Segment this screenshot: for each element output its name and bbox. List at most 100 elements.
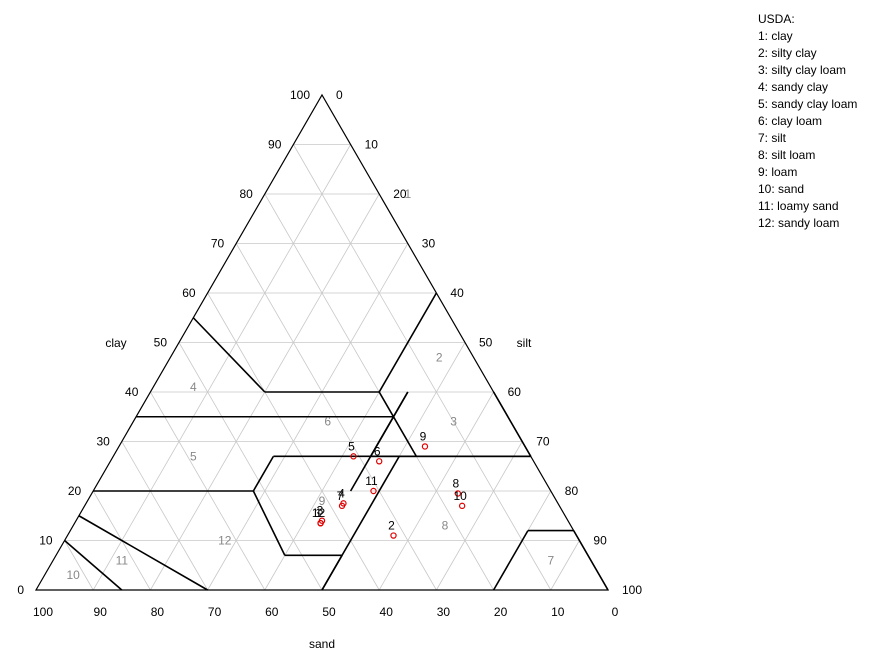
clay-tick-label: 20 — [68, 484, 82, 498]
boundary-segment — [369, 391, 409, 457]
clay-tick-label: 10 — [39, 534, 53, 548]
silt-tick-label: 50 — [479, 336, 493, 350]
legend-item: 1: clay — [758, 29, 793, 43]
clay-tick-label: 0 — [17, 583, 24, 597]
legend-item: 9: loam — [758, 165, 798, 179]
region-label: 7 — [547, 553, 554, 567]
data-point — [350, 453, 357, 460]
legend-item: 12: sandy loam — [758, 216, 840, 230]
data-point-label: 3 — [317, 504, 324, 518]
region-label: 9 — [319, 494, 326, 508]
sand-tick-label: 40 — [380, 605, 394, 619]
data-point-label: 9 — [420, 429, 427, 443]
data-point — [458, 502, 466, 510]
sand-tick-label: 80 — [151, 605, 165, 619]
legend-item: 8: silt loam — [758, 148, 816, 162]
region-label: 2 — [436, 350, 443, 364]
legend-title: USDA: — [758, 12, 795, 26]
region-label: 1 — [404, 187, 411, 201]
silt-tick-label: 20 — [393, 187, 407, 201]
region-label: 4 — [190, 380, 197, 394]
silt-tick-label: 70 — [536, 435, 550, 449]
sand-tick-label: 30 — [437, 605, 451, 619]
boundary-segment — [492, 530, 529, 591]
legend-item: 10: sand — [758, 182, 805, 196]
grid-line-sand-90 — [293, 144, 552, 591]
legend-item: 4: sandy clay — [758, 80, 829, 94]
silt-tick-label: 10 — [365, 138, 379, 152]
sand-tick-label: 0 — [612, 605, 619, 619]
silt-tick-label: 100 — [622, 583, 642, 597]
data-point-label: 4 — [338, 486, 345, 500]
clay-tick-label: 30 — [96, 435, 110, 449]
legend-item: 5: sandy clay loam — [758, 97, 858, 111]
boundary-segment — [78, 515, 208, 591]
grid-line-sand-30 — [121, 441, 208, 591]
data-point — [370, 487, 377, 495]
legend-items: 1: clay 2: silty clay 3: silty clay loam 4:… — [758, 28, 857, 232]
clay-tick-label: 70 — [211, 237, 225, 251]
region-label: 10 — [67, 568, 81, 582]
grid-line-silt-10 — [92, 144, 351, 591]
sand-tick-label: 70 — [208, 605, 222, 619]
silt-tick-label: 0 — [336, 88, 343, 102]
region-label: 11 — [116, 553, 129, 567]
boundary-segment — [321, 455, 400, 591]
data-point-label: 2 — [388, 519, 395, 533]
legend-item: 7: silt — [758, 131, 787, 145]
silt-axis-label: silt — [517, 336, 532, 350]
data-point-label: 6 — [374, 444, 381, 458]
grid-line-sand-50 — [178, 342, 323, 591]
data-point-label: 1 — [315, 506, 322, 520]
boundary-segment — [378, 391, 418, 457]
grid-line-silt-70 — [436, 441, 523, 591]
region-label: 3 — [450, 415, 457, 429]
data-point-label: 7 — [337, 489, 344, 503]
silt-tick-label: 40 — [450, 286, 464, 300]
legend: USDA: 1: clay 2: silty clay 3: silty clay … — [758, 11, 857, 232]
data-point-label: 8 — [453, 476, 460, 490]
clay-axis-label: clay — [105, 336, 126, 350]
region-label: 12 — [218, 534, 232, 548]
boundary-segment — [64, 539, 123, 591]
silt-tick-label: 80 — [565, 484, 579, 498]
region-label: 6 — [324, 415, 331, 429]
sand-tick-label: 100 — [33, 605, 53, 619]
clay-tick-label: 60 — [182, 286, 196, 300]
sand-tick-label: 50 — [322, 605, 336, 619]
clay-tick-label: 100 — [290, 88, 310, 102]
sand-tick-label: 60 — [265, 605, 279, 619]
region-label: 8 — [442, 519, 449, 533]
texture-class-boundaries — [64, 292, 609, 591]
data-point — [421, 443, 429, 450]
sand-tick-label: 90 — [94, 605, 108, 619]
clay-tick-label: 40 — [125, 385, 139, 399]
region-label: 5 — [190, 449, 197, 463]
triangle-frame — [34, 93, 610, 591]
data-point-label: 10 — [453, 489, 467, 503]
sand-axis-label: sand — [309, 637, 335, 648]
silt-tick-label: 90 — [593, 534, 607, 548]
data-point — [390, 532, 397, 539]
boundary-segment — [252, 490, 286, 556]
data-point-label: 11 — [365, 474, 378, 488]
silt-tick-label: 60 — [508, 385, 522, 399]
legend-item: 6: clay loam — [758, 114, 823, 128]
clay-tick-label: 90 — [268, 138, 282, 152]
legend-item: 3: silty clay loam — [758, 63, 847, 77]
data-point — [317, 519, 324, 527]
data-point — [454, 490, 462, 497]
boundary-segment — [378, 292, 438, 393]
sand-tick-label: 20 — [494, 605, 508, 619]
legend-item: 11: loamy sand — [758, 199, 839, 213]
sand-tick-label: 10 — [551, 605, 565, 619]
clay-tick-label: 50 — [154, 336, 168, 350]
data-point — [338, 502, 346, 510]
grid-line-silt-90 — [550, 540, 580, 591]
legend-item: 2: silty clay — [758, 46, 817, 60]
data-point-label: 12 — [312, 506, 326, 520]
